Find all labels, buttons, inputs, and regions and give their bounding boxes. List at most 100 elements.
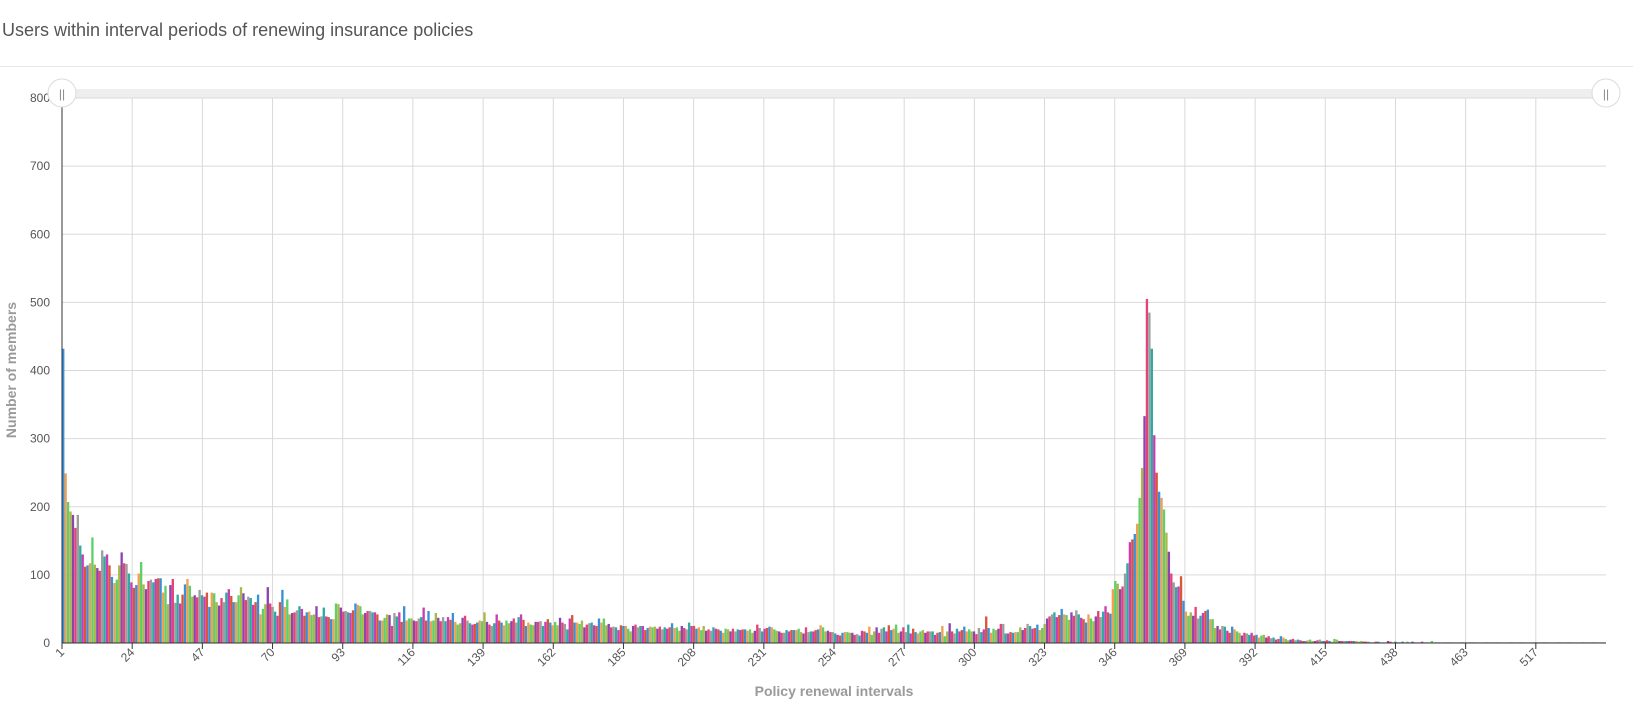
bar: [359, 606, 362, 643]
x-tick-label: 231: [745, 645, 769, 669]
bar: [980, 632, 983, 643]
bar: [1308, 639, 1312, 643]
bar: [1411, 641, 1414, 643]
bar: [276, 615, 279, 643]
bar: [977, 628, 981, 643]
bar: [483, 612, 486, 643]
bar: [1177, 586, 1180, 643]
bar: [422, 607, 425, 643]
bar: [534, 621, 537, 643]
bar: [1136, 523, 1139, 643]
bar: [1304, 640, 1307, 643]
bar: [178, 603, 182, 643]
bar: [936, 632, 939, 643]
bar: [787, 631, 791, 643]
bar: [646, 628, 649, 643]
bar: [244, 600, 248, 643]
bar: [739, 630, 742, 643]
x-tick-label: 323: [1026, 645, 1050, 669]
bar: [685, 629, 688, 644]
bar: [373, 612, 377, 643]
bar: [71, 514, 75, 643]
y-axis-ticks: 0 100 200 300 400 500 600 700 800: [30, 91, 50, 650]
bar: [344, 610, 347, 643]
bar: [1211, 619, 1214, 643]
bar: [103, 556, 106, 643]
bar: [999, 623, 1002, 643]
bar: [946, 631, 949, 643]
bar: [575, 622, 579, 643]
bar: [473, 623, 476, 643]
bar: [200, 595, 204, 643]
bar: [792, 630, 795, 643]
bar: [1104, 606, 1107, 643]
bar: [970, 631, 973, 643]
bar: [1106, 612, 1110, 643]
bar: [1109, 613, 1112, 643]
bar: [1145, 298, 1149, 643]
page-title: Users within interval periods of renewin…: [2, 20, 474, 40]
x-tick-label: 392: [1236, 645, 1260, 669]
bar: [877, 632, 881, 643]
bar: [1313, 640, 1317, 643]
bar: [159, 578, 162, 643]
bar: [704, 630, 708, 643]
bar: [1340, 640, 1343, 643]
bar: [965, 631, 968, 643]
bar: [1231, 626, 1234, 643]
bar: [994, 630, 998, 643]
bar: [868, 626, 871, 643]
x-tick-label: 162: [534, 645, 558, 669]
range-scrollbar-track[interactable]: [62, 89, 1604, 98]
bar: [571, 615, 574, 643]
scrollbar-end-handle[interactable]: ||: [1591, 78, 1621, 108]
bar: [987, 628, 990, 643]
bar: [549, 622, 552, 643]
bar: [1111, 589, 1115, 643]
bar: [899, 631, 903, 643]
bar: [1072, 615, 1076, 643]
bar: [768, 626, 771, 643]
bar: [790, 630, 793, 643]
bar: [1196, 618, 1200, 643]
bar: [967, 629, 971, 644]
bar: [315, 606, 318, 643]
bar: [1116, 583, 1119, 643]
bar: [1287, 640, 1290, 643]
bar: [1362, 641, 1365, 643]
bar: [1406, 641, 1409, 643]
bar: [736, 629, 739, 644]
bar: [346, 612, 350, 643]
bar: [1041, 628, 1044, 643]
bar: [351, 610, 355, 643]
bar: [943, 636, 946, 643]
bar: [485, 621, 489, 643]
bar: [1350, 640, 1353, 643]
bar: [269, 603, 272, 643]
bar: [953, 633, 956, 643]
bar: [1245, 633, 1248, 643]
bar: [1080, 617, 1083, 643]
bar: [1360, 640, 1363, 643]
bar: [139, 561, 143, 643]
x-tick-label: 139: [464, 645, 488, 669]
bar: [339, 607, 343, 643]
scrollbar-start-handle[interactable]: ||: [47, 78, 77, 108]
x-tick-label: 346: [1096, 645, 1120, 669]
bar: [127, 573, 131, 643]
bar: [1160, 497, 1163, 643]
x-gridlines: [131, 98, 1537, 643]
bar: [865, 632, 869, 643]
bar: [368, 610, 372, 643]
bar: [405, 620, 408, 643]
bar: [892, 628, 895, 643]
bar: [519, 614, 523, 643]
bar: [354, 603, 357, 643]
bar: [322, 607, 325, 643]
bar: [415, 621, 418, 643]
bar: [1389, 641, 1392, 643]
bar: [765, 628, 769, 643]
bar: [490, 625, 494, 643]
y-tick-label: 500: [30, 295, 50, 309]
bar: [383, 617, 386, 643]
